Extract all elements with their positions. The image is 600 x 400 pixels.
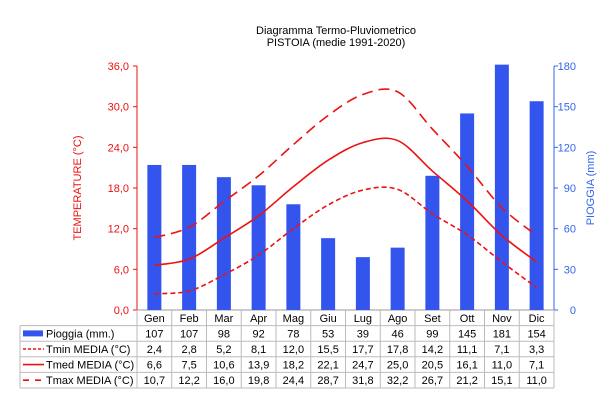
table-cell: 31,8: [352, 375, 373, 387]
table-cell: 17,7: [352, 344, 373, 356]
rain-bar-Mar: [216, 177, 231, 310]
month-label: Gen: [144, 313, 165, 325]
table-cell: 17,8: [387, 344, 408, 356]
right-tick-label: 30: [564, 264, 576, 276]
rain-bar-Feb: [182, 164, 197, 310]
legend-swatch-rain: [23, 330, 43, 337]
right-tick-label: 120: [558, 142, 576, 154]
table-cell: 107: [180, 328, 198, 340]
table-cell: 10,6: [213, 360, 234, 372]
rain-bar-Ott: [460, 113, 475, 310]
legend-label: Pioggia (mm.): [46, 328, 114, 340]
left-tick-label: 24,0: [108, 142, 129, 154]
table-cell: 10,7: [144, 375, 165, 387]
table-cell: 16,1: [456, 360, 477, 372]
table-cell: 99: [426, 328, 438, 340]
table-cell: 46: [392, 328, 404, 340]
table-cell: 3,3: [529, 344, 544, 356]
table-cell: 32,2: [387, 375, 408, 387]
month-label: Mar: [214, 313, 233, 325]
table-cell: 92: [253, 328, 265, 340]
month-label: Nov: [492, 313, 512, 325]
legend-label: Tmax MEDIA (°C): [46, 375, 134, 387]
table-cell: 98: [218, 328, 230, 340]
table-cell: 7,1: [494, 344, 509, 356]
table-cell: 18,2: [283, 360, 304, 372]
table-cell: 11,0: [492, 360, 513, 372]
rain-bar-Nov: [494, 64, 509, 311]
month-label: Lug: [354, 313, 372, 325]
table-cell: 11,0: [526, 375, 547, 387]
month-label: Set: [424, 313, 441, 325]
right-tick-label: 150: [558, 102, 576, 114]
rain-bar-Lug: [355, 257, 370, 310]
month-label: Giu: [320, 313, 337, 325]
left-tick-label: 36,0: [108, 61, 129, 73]
left-axis-title: TEMPERATURE (°C): [72, 135, 84, 240]
month-label: Ott: [460, 313, 475, 325]
table-cell: 24,4: [283, 375, 304, 387]
rain-bar-Set: [425, 175, 440, 310]
rain-bar-Giu: [321, 238, 336, 310]
table-cell: 12,2: [178, 375, 199, 387]
table-cell: 22,1: [317, 360, 338, 372]
month-label: Apr: [250, 313, 267, 325]
table-cell: 2,8: [181, 344, 196, 356]
chart-subtitle: PISTOIA (medie 1991-2020): [267, 37, 406, 49]
chart-title: Diagramma Termo-Pluviometrico: [256, 25, 416, 37]
table-cell: 21,2: [456, 375, 477, 387]
table-cell: 7,5: [181, 360, 196, 372]
table-cell: 5,2: [216, 344, 231, 356]
table-cell: 20,5: [422, 360, 443, 372]
rain-bar-Ago: [390, 247, 405, 310]
right-tick-label: 180: [558, 61, 576, 73]
left-tick-label: 30,0: [108, 102, 129, 114]
rain-bar-Dic: [529, 101, 544, 310]
line-tmax: [154, 88, 538, 239]
table-cell: 16,0: [213, 375, 234, 387]
line-tmin: [154, 186, 538, 295]
month-label: Dic: [529, 313, 545, 325]
table-cell: 24,7: [352, 360, 373, 372]
rain-bar-Mag: [286, 204, 301, 310]
table-cell: 15,5: [317, 344, 338, 356]
line-tmed: [154, 137, 538, 267]
table-cell: 154: [527, 328, 545, 340]
left-tick-label: 0,0: [114, 305, 129, 317]
table-cell: 6,6: [147, 360, 162, 372]
table-cell: 2,4: [147, 344, 162, 356]
table-cell: 78: [287, 328, 299, 340]
table-cell: 7,1: [529, 360, 544, 372]
table-cell: 11,1: [457, 344, 478, 356]
right-tick-label: 0: [570, 305, 576, 317]
table-cell: 145: [458, 328, 476, 340]
legend-label: Tmin MEDIA (°C): [46, 344, 130, 356]
left-tick-label: 6,0: [114, 264, 129, 276]
month-label: Ago: [388, 313, 408, 325]
table-cell: 28,7: [317, 375, 338, 387]
legend-label: Tmed MEDIA (°C): [46, 360, 134, 372]
table-cell: 13,9: [248, 360, 269, 372]
month-label: Mag: [283, 313, 304, 325]
right-axis-title: PIOGGIA (mm): [585, 151, 597, 226]
month-label: Feb: [180, 313, 199, 325]
left-tick-label: 12,0: [108, 224, 129, 236]
table-cell: 181: [493, 328, 511, 340]
table-cell: 53: [322, 328, 334, 340]
right-tick-label: 90: [564, 183, 576, 195]
left-tick-label: 18,0: [108, 183, 129, 195]
rain-bar-Apr: [251, 185, 266, 310]
right-tick-label: 60: [564, 224, 576, 236]
table-cell: 15,1: [491, 375, 512, 387]
table-cell: 107: [145, 328, 163, 340]
table-cell: 19,8: [248, 375, 269, 387]
table-cell: 8,1: [251, 344, 266, 356]
table-cell: 14,2: [422, 344, 443, 356]
table-cell: 12,0: [283, 344, 304, 356]
table-cell: 26,7: [422, 375, 443, 387]
table-cell: 25,0: [387, 360, 408, 372]
table-cell: 39: [357, 328, 369, 340]
